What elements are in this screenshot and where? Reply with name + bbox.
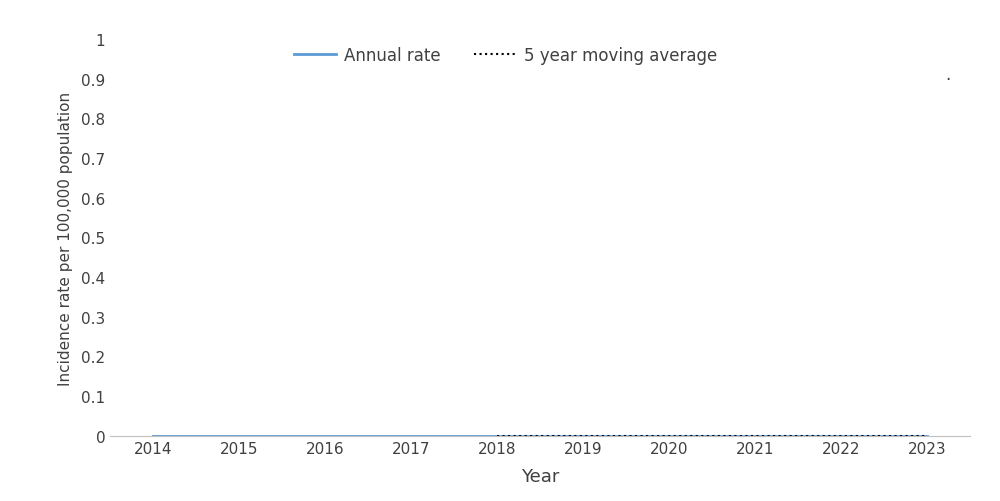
Y-axis label: Incidence rate per 100,000 population: Incidence rate per 100,000 population [58, 91, 73, 385]
X-axis label: Year: Year [521, 467, 559, 485]
Legend: Annual rate, 5 year moving average: Annual rate, 5 year moving average [287, 41, 724, 72]
Text: .: . [945, 66, 950, 84]
